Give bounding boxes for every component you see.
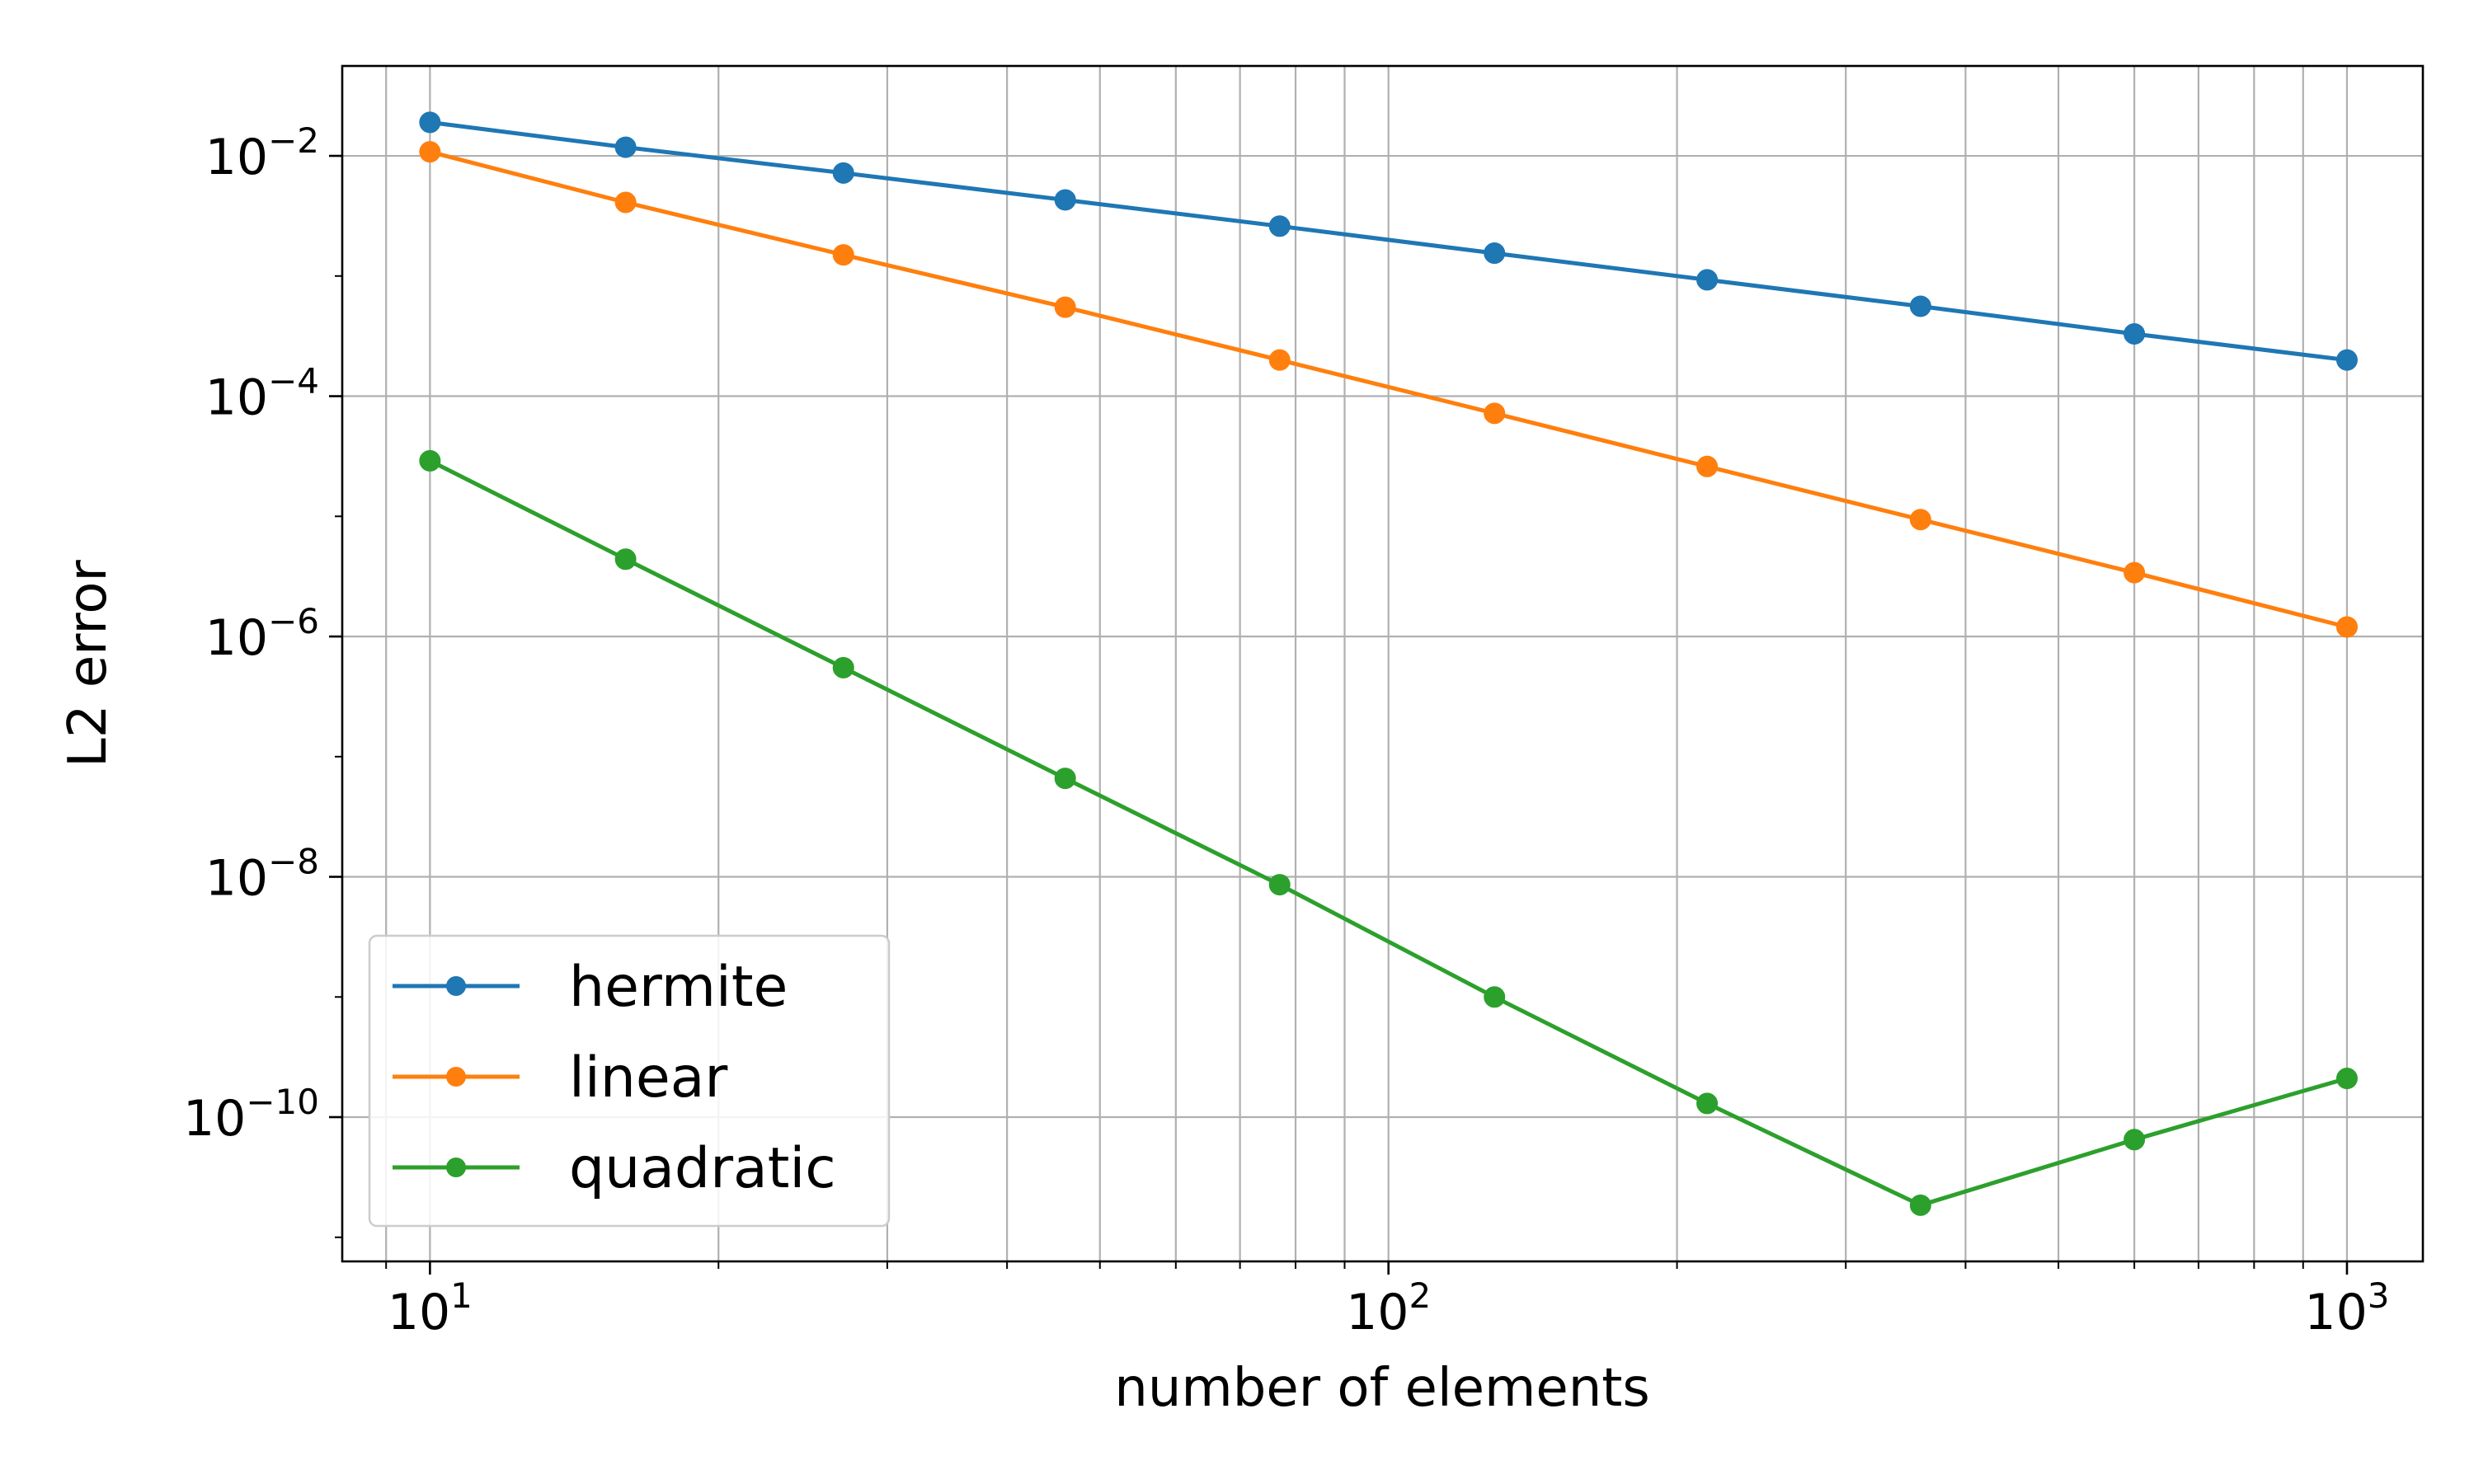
data-point-quadratic (419, 449, 441, 472)
data-point-linear (2335, 616, 2358, 638)
x-tick-label: 103 (2304, 1275, 2389, 1341)
data-point-hermite (1054, 189, 1076, 211)
data-point-linear (1054, 296, 1076, 318)
legend-label-hermite: hermite (569, 955, 788, 1020)
data-point-linear (2124, 561, 2146, 584)
data-point-quadratic (1909, 1194, 1931, 1216)
data-point-linear (1696, 455, 1719, 477)
data-point-quadratic (1268, 874, 1291, 896)
legend-item-linear: linear (393, 1045, 727, 1111)
data-point-quadratic (832, 656, 854, 679)
data-point-quadratic (1696, 1092, 1719, 1115)
axis-ticks: 101 102 103 10−2 10−4 10−6 10−8 10−10 (183, 120, 2390, 1341)
legend-marker-linear (446, 1067, 466, 1087)
y-tick-label: 10−4 (205, 361, 319, 427)
legend-item-quadratic: quadratic (393, 1136, 836, 1201)
legend-label-quadratic: quadratic (569, 1136, 836, 1201)
y-tick-label: 10−10 (183, 1082, 319, 1148)
legend-item-hermite: hermite (393, 955, 788, 1020)
data-point-linear (832, 244, 854, 266)
data-point-hermite (1696, 269, 1719, 291)
legend-label-linear: linear (569, 1045, 727, 1111)
data-point-hermite (419, 111, 441, 134)
x-tick-label: 102 (1346, 1275, 1431, 1341)
data-point-linear (1268, 349, 1291, 371)
data-point-hermite (2124, 322, 2146, 345)
legend-marker-quadratic (446, 1158, 466, 1177)
series-hermite (419, 111, 2358, 371)
series-line-hermite (430, 120, 2348, 363)
data-point-hermite (2335, 349, 2358, 371)
data-point-linear (419, 141, 441, 163)
data-point-hermite (832, 162, 854, 184)
data-point-quadratic (2335, 1068, 2358, 1090)
series-quadratic (419, 449, 2358, 1216)
x-axis-label: number of elements (1114, 1358, 1649, 1419)
legend-marker-hermite (446, 976, 466, 996)
x-tick-label: 101 (388, 1275, 473, 1341)
data-point-linear (1909, 509, 1931, 531)
y-tick-label: 10−2 (205, 120, 319, 186)
series-linear (419, 141, 2358, 638)
data-point-linear (614, 191, 637, 214)
series-line-linear (429, 149, 2348, 629)
plot-area-frame (341, 64, 2425, 1263)
data-point-quadratic (2124, 1129, 2146, 1151)
y-tick-label: 10−6 (205, 601, 319, 667)
data-point-hermite (1909, 295, 1931, 317)
plot-series (419, 111, 2358, 1216)
data-point-hermite (614, 136, 637, 158)
data-point-quadratic (1054, 768, 1076, 790)
data-point-quadratic (1484, 986, 1506, 1008)
y-tick-label: 10−8 (205, 842, 319, 908)
data-point-quadratic (614, 548, 637, 571)
y-axis-label: L2 error (58, 559, 119, 767)
data-point-linear (1484, 402, 1506, 425)
grid (342, 66, 2423, 1261)
legend: hermite linear quadratic (368, 934, 891, 1228)
legend-box (368, 934, 891, 1228)
series-line-quadratic (429, 458, 2348, 1208)
data-point-hermite (1484, 242, 1506, 265)
data-point-hermite (1268, 215, 1291, 237)
